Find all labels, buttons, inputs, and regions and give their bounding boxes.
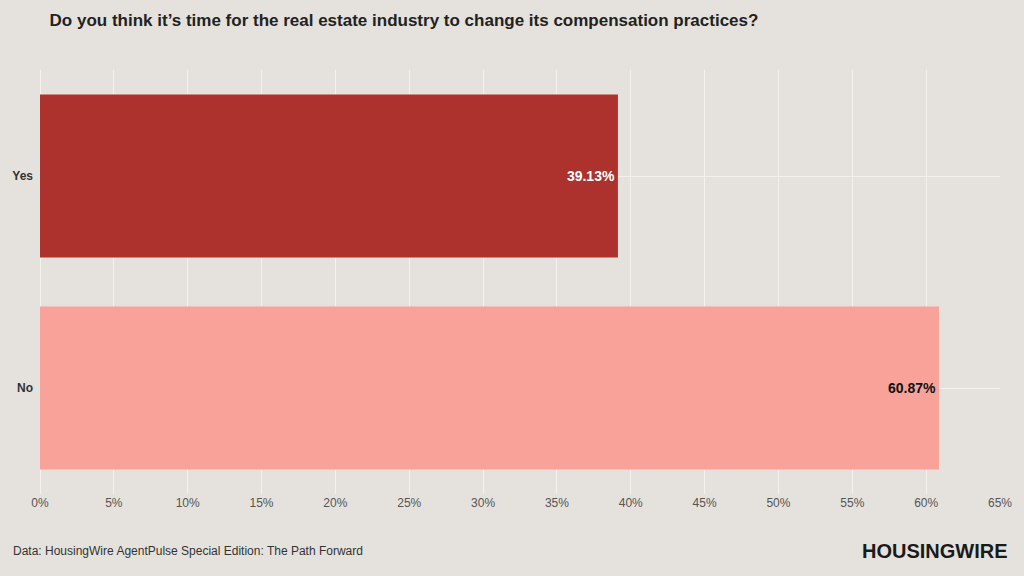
svg-text:5%: 5% [105,496,123,510]
svg-text:Do you think it’s time for the: Do you think it’s time for the real esta… [50,11,759,30]
svg-text:60%: 60% [914,496,938,510]
svg-text:50%: 50% [766,496,790,510]
svg-text:60.87%: 60.87% [888,380,936,396]
svg-text:10%: 10% [176,496,200,510]
svg-text:No: No [17,381,33,395]
svg-text:Data: HousingWire AgentPulse S: Data: HousingWire AgentPulse Special Edi… [13,544,363,558]
svg-text:0%: 0% [31,496,49,510]
svg-text:Yes: Yes [12,169,33,183]
svg-text:20%: 20% [323,496,347,510]
svg-text:40%: 40% [619,496,643,510]
svg-text:65%: 65% [988,496,1012,510]
svg-text:39.13%: 39.13% [567,168,615,184]
svg-text:15%: 15% [250,496,274,510]
svg-text:45%: 45% [693,496,717,510]
svg-text:35%: 35% [545,496,569,510]
svg-text:55%: 55% [840,496,864,510]
svg-text:30%: 30% [471,496,495,510]
svg-text:25%: 25% [397,496,421,510]
svg-text:HOUSINGWIRE: HOUSINGWIRE [862,540,1008,562]
